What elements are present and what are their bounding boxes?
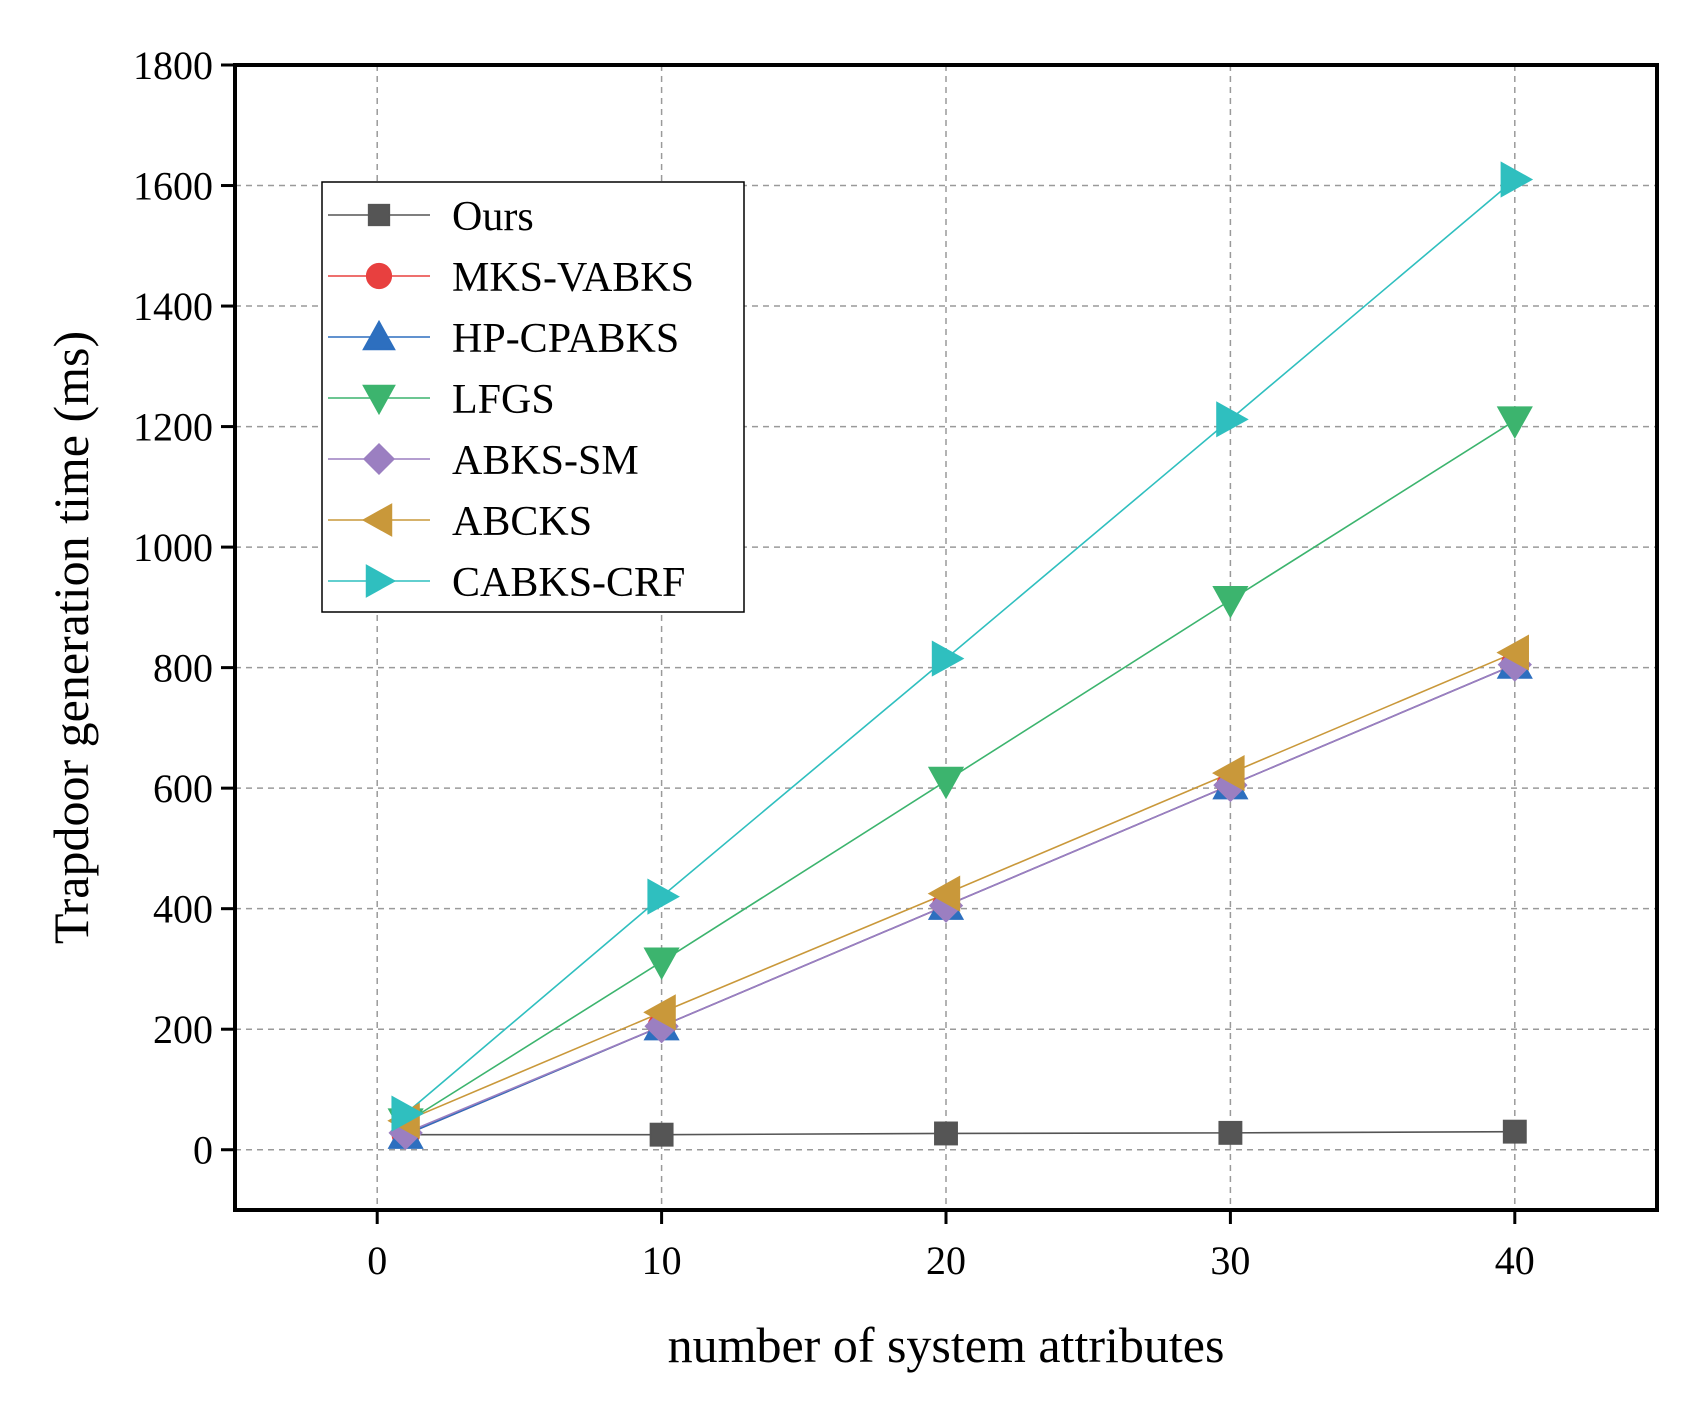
legend-label: CABKS-CRF: [452, 560, 685, 606]
data-point-cabks-crf: [647, 878, 680, 915]
data-point-abcks: [927, 875, 961, 912]
legend-marker: [361, 503, 393, 537]
data-point-cabks-crf: [391, 1095, 424, 1132]
series-markers-cabks-crf: [391, 161, 1534, 1132]
legend-item: LFGS: [328, 377, 555, 423]
legend-label: ABKS-SM: [452, 438, 639, 484]
legend-label: LFGS: [452, 377, 555, 423]
series-markers: [387, 161, 1534, 1151]
legend: Ours MKS-VABKS HP-CPABKS LFGS ABKS-SM ABCKS…: [321, 181, 745, 613]
legend-label: MKS-VABKS: [452, 255, 694, 301]
y-tick-label: 200: [153, 1007, 213, 1052]
legend-label: ABCKS: [452, 499, 592, 545]
legend-marker: [367, 203, 391, 227]
y-tick-label: 600: [153, 766, 213, 811]
data-point-ours: [1502, 1119, 1527, 1144]
legend-box: [321, 181, 745, 613]
data-point-ours: [934, 1121, 958, 1146]
legend-marker: [362, 319, 396, 351]
y-tick-label: 1600: [133, 164, 213, 209]
x-tick-label: 40: [1495, 1238, 1535, 1283]
legend-label: Ours: [452, 194, 534, 240]
y-axis-title: Trapdoor generation time (ms): [43, 331, 99, 944]
tick-labels: 0 10 20 30 400200400600800100012001400160018…: [133, 43, 1535, 1283]
data-point-abcks: [643, 994, 676, 1031]
axis-ticks: [221, 63, 1517, 1224]
legend-item: ABCKS: [328, 499, 592, 545]
x-tick-label: 10: [642, 1238, 682, 1283]
legend-marker: [365, 564, 397, 598]
y-tick-label: 400: [153, 887, 213, 932]
legend-marker: [365, 262, 393, 290]
series-markers-abcks: [387, 634, 1529, 1139]
data-point-lfgs: [643, 947, 680, 981]
x-tick-label: 20: [926, 1238, 966, 1283]
data-point-ours: [1218, 1120, 1243, 1145]
legend-item: MKS-VABKS: [328, 255, 694, 301]
data-point-cabks-crf: [1216, 401, 1249, 438]
y-tick-label: 0: [193, 1128, 213, 1173]
data-point-cabks-crf: [1500, 161, 1534, 198]
legend-item: Ours: [328, 194, 534, 240]
data-point-abcks: [1496, 634, 1529, 671]
y-tick-label: 1400: [133, 284, 213, 329]
x-tick-label: 0: [367, 1238, 387, 1283]
legend-label: HP-CPABKS: [452, 316, 679, 362]
y-tick-label: 1000: [133, 525, 213, 570]
x-axis-title: number of system attributes: [668, 1317, 1225, 1373]
x-tick-label: 30: [1210, 1238, 1250, 1283]
data-point-lfgs: [927, 766, 965, 800]
legend-item: HP-CPABKS: [328, 316, 679, 362]
data-point-lfgs: [1212, 585, 1249, 619]
y-tick-label: 800: [153, 646, 213, 691]
legend-item: ABKS-SM: [328, 438, 639, 484]
y-tick-label: 1800: [133, 43, 213, 88]
legend-marker: [362, 442, 396, 476]
data-point-cabks-crf: [931, 640, 965, 677]
data-point-abcks: [1212, 755, 1245, 792]
legend-item: CABKS-CRF: [328, 560, 685, 606]
data-point-ours: [649, 1122, 674, 1147]
data-point-lfgs: [1496, 406, 1533, 439]
legend-marker: [362, 384, 396, 416]
y-tick-label: 1200: [133, 405, 213, 450]
